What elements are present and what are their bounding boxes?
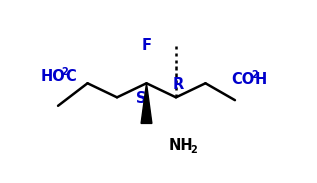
Text: 2: 2 <box>61 67 68 77</box>
Text: R: R <box>173 77 184 92</box>
Text: S: S <box>136 91 147 106</box>
Text: F: F <box>141 38 152 53</box>
Text: NH: NH <box>169 139 193 154</box>
Text: CO: CO <box>231 72 255 87</box>
Text: 2: 2 <box>251 70 258 80</box>
Text: C: C <box>65 69 76 84</box>
Polygon shape <box>141 83 152 123</box>
Text: H: H <box>255 72 267 87</box>
Text: HO: HO <box>41 69 66 84</box>
Text: 2: 2 <box>191 145 197 155</box>
